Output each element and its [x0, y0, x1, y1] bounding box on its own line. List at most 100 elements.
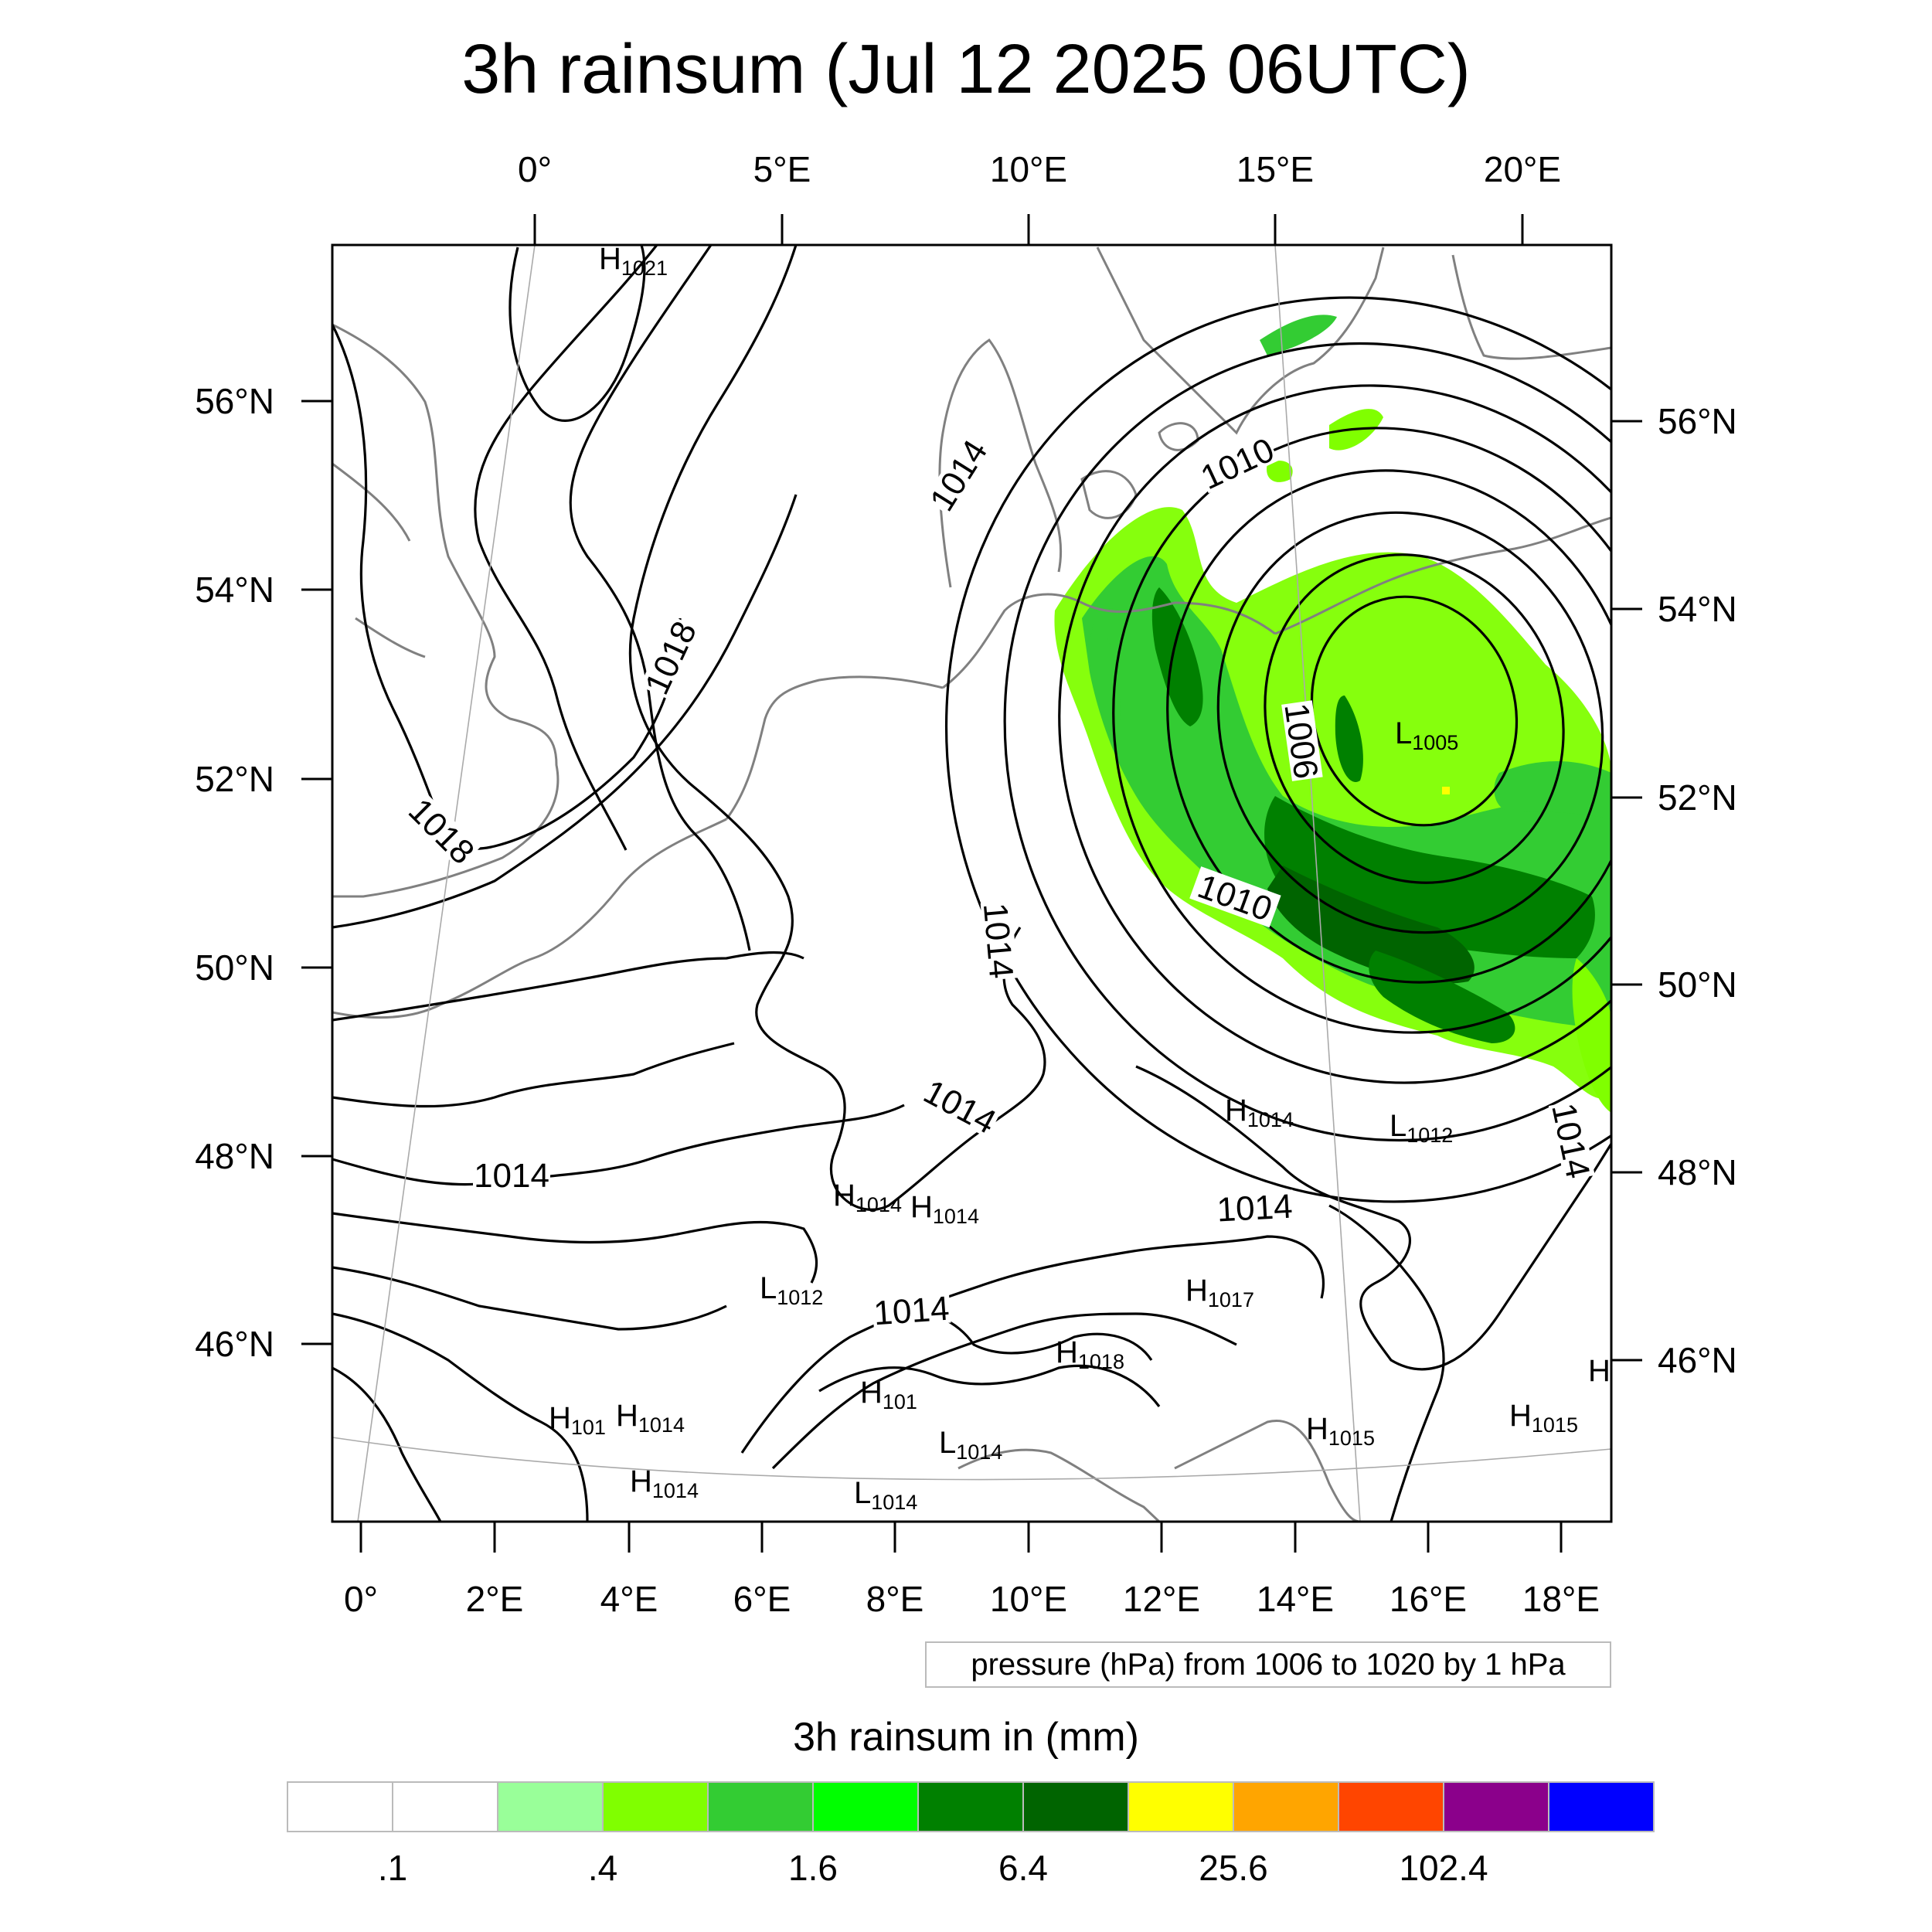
colorbar	[287, 1781, 1655, 1832]
colorbar-label: 6.4	[998, 1848, 1048, 1888]
britain-east-coast	[332, 323, 560, 898]
colorbar-label: 1.6	[788, 1848, 838, 1888]
colorbar-label: .1	[378, 1848, 407, 1888]
isobar-1007	[1264, 553, 1565, 884]
colorbar-label: 102.4	[1399, 1848, 1488, 1888]
left-lat-label: 50°N	[195, 947, 274, 988]
map-frame	[331, 243, 1613, 1523]
bottom-lon-label: 18°E	[1522, 1579, 1600, 1619]
colorbar-label: 25.6	[1199, 1848, 1268, 1888]
top-lon-label: 10°E	[990, 149, 1067, 189]
parallel-45n-line	[332, 1437, 1611, 1481]
coastlines	[332, 247, 1611, 1522]
pressure-center: H1015	[1306, 1412, 1375, 1450]
isobar-1014-west	[332, 1104, 905, 1186]
danish-islands	[1080, 422, 1199, 519]
meridian-15e-line	[1274, 245, 1361, 1522]
colorbar-swatch	[812, 1781, 919, 1832]
isobar-1014-central	[628, 245, 1046, 1211]
pressure-centers: H1021 L1005 H1014 L1012 H1014 H1014 L101…	[549, 242, 1611, 1514]
left-lat-label: 48°N	[195, 1136, 274, 1176]
isobar-1006	[1310, 595, 1519, 827]
isobar-1010	[1112, 427, 1611, 1034]
bottom-lon-label: 6°E	[733, 1579, 791, 1619]
map-title: 3h rainsum (Jul 12 2025 06UTC)	[461, 31, 1471, 108]
right-latitude-labels: 56°N 54°N 52°N 50°N 48°N 46°N	[1658, 401, 1737, 1380]
isobar-1016-south	[332, 951, 804, 1022]
contour-info-label: pressure (hPa) from 1006 to 1020 by 1 hP…	[925, 1641, 1611, 1688]
contour-label: 1014	[917, 1073, 1002, 1141]
colorbar-swatch	[1022, 1781, 1129, 1832]
isobar-1012-south	[332, 1266, 727, 1331]
adriatic-coast	[1174, 1420, 1361, 1522]
pressure-center: H1014	[630, 1464, 699, 1502]
colorbar-swatch	[1233, 1781, 1339, 1832]
isobar-1017-high	[509, 245, 646, 422]
rain-peak-yellow	[1442, 787, 1450, 794]
colorbar-swatch	[1338, 1781, 1444, 1832]
colorbar-swatch	[497, 1781, 604, 1832]
pressure-center: H1014	[910, 1190, 979, 1228]
bottom-lon-label: 0°	[344, 1579, 378, 1619]
pressure-center: L1005	[1395, 716, 1458, 754]
colorbar-title: 3h rainsum in (mm)	[793, 1715, 1139, 1760]
right-lat-label: 54°N	[1658, 589, 1737, 629]
colorbar-swatch	[1548, 1781, 1655, 1832]
rain-north-1	[1260, 315, 1337, 355]
tick-marks	[301, 214, 1642, 1553]
colorbar-swatch	[392, 1781, 498, 1832]
right-lat-label: 50°N	[1658, 964, 1737, 1005]
pressure-center: H	[1588, 1354, 1611, 1388]
contour-label: 1010	[1196, 430, 1280, 497]
isobar-alps-2	[771, 1312, 1237, 1470]
rain-north-3	[1267, 461, 1293, 482]
colorbar-swatch	[707, 1781, 814, 1832]
pressure-center: H1015	[1509, 1399, 1578, 1437]
left-lat-label: 56°N	[195, 381, 274, 421]
pressure-center: H1014	[616, 1399, 685, 1437]
pressure-center: L1014	[854, 1476, 917, 1514]
bottom-lon-label: 14°E	[1257, 1579, 1334, 1619]
pressure-center: L1012	[1389, 1109, 1453, 1147]
pressure-center: H1021	[599, 242, 668, 280]
isobars	[332, 245, 1611, 1522]
bottom-longitude-labels: 0° 2°E 4°E 6°E 8°E 10°E 12°E 14°E 16°E 1…	[344, 1579, 1600, 1619]
isobar-alps-3	[818, 1364, 1161, 1407]
isobar-1015-south	[332, 1042, 735, 1108]
sweden-south	[1096, 247, 1385, 435]
rain-streak-west	[1151, 587, 1203, 726]
top-lon-label: 5°E	[753, 149, 811, 189]
contour-label: 1018	[638, 616, 704, 700]
pressure-center: H101	[860, 1376, 917, 1413]
pressure-center: L1012	[760, 1271, 823, 1309]
contour-label: 1014	[872, 1290, 951, 1333]
baltic-north	[1451, 254, 1611, 360]
isobar-1008	[1216, 511, 1604, 934]
isobar-1018-west	[332, 324, 682, 850]
pressure-center: H1014	[1225, 1094, 1294, 1131]
italy-west	[957, 1448, 1161, 1522]
colorbar-swatch	[602, 1781, 709, 1832]
precipitation-shading	[1054, 315, 1611, 1113]
top-lon-label: 0°	[518, 149, 552, 189]
colorbar-swatch	[1443, 1781, 1549, 1832]
contour-label: 1014	[1216, 1187, 1293, 1229]
bottom-lon-label: 12°E	[1123, 1579, 1200, 1619]
bottom-lon-label: 2°E	[466, 1579, 524, 1619]
rain-streak-center	[1335, 696, 1363, 782]
right-lat-label: 46°N	[1658, 1340, 1737, 1380]
britain-inland	[332, 462, 426, 658]
isobar-1011-south	[332, 1312, 589, 1522]
right-lat-label: 56°N	[1658, 401, 1737, 441]
isobar-east-1014	[1135, 1065, 1611, 1371]
top-longitude-labels: 0° 5°E 10°E 15°E 20°E	[518, 149, 1561, 189]
france-channel-coast	[332, 818, 727, 1019]
right-lat-label: 52°N	[1658, 777, 1737, 818]
colorbar-swatch	[1128, 1781, 1234, 1832]
isobar-1011	[1058, 384, 1611, 1084]
left-latitude-labels: 56°N 54°N 52°N 50°N 48°N 46°N	[195, 381, 274, 1364]
right-lat-label: 48°N	[1658, 1152, 1737, 1192]
isobar-1010-south	[332, 1366, 442, 1522]
